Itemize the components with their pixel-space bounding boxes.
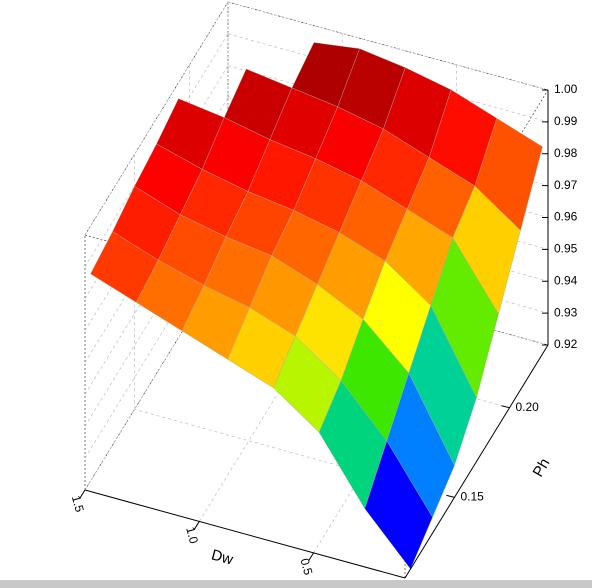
x-axis-title: Dw — [209, 546, 234, 568]
z-tick-label: 0.93 — [554, 305, 578, 319]
x-tick-label: 1.5 — [69, 494, 87, 514]
y-tick — [446, 494, 455, 498]
x-axis — [84, 489, 406, 579]
z-tick-label: 0.98 — [554, 146, 578, 160]
box-edge — [84, 256, 229, 491]
bottom-strip — [0, 580, 592, 588]
x-tick-label: 1.0 — [183, 525, 201, 545]
y-tick-label: 0.20 — [516, 400, 540, 414]
z-grid-line — [227, 33, 549, 123]
y-tick — [501, 405, 510, 409]
z-tick-label: 0.94 — [554, 273, 578, 287]
z-tick-label: 0.96 — [554, 210, 578, 224]
z-tick-label: 1.00 — [554, 82, 578, 96]
surface — [90, 42, 543, 570]
y-tick-label: 0.15 — [461, 490, 485, 504]
x-tick — [79, 489, 86, 499]
x-tick — [193, 521, 200, 530]
z-tick-label: 0.97 — [554, 178, 578, 192]
y-axis-title: Ph — [530, 456, 554, 480]
z-tick-label: 0.95 — [554, 242, 578, 256]
axes: 0.5 1.0 1.5 0.15 0.20 0.92 0.93 0.94 0.95 0.96 0.9… — [69, 82, 578, 579]
y-axis — [404, 344, 549, 579]
z-tick-label: 0.99 — [554, 114, 578, 128]
z-tick-label: 0.92 — [554, 337, 578, 351]
z-grid-line — [227, 1, 549, 91]
surface-cell — [364, 440, 433, 570]
x-tick-label: 0.5 — [297, 557, 315, 577]
box-edge — [84, 1, 229, 236]
x-tick — [308, 552, 314, 562]
